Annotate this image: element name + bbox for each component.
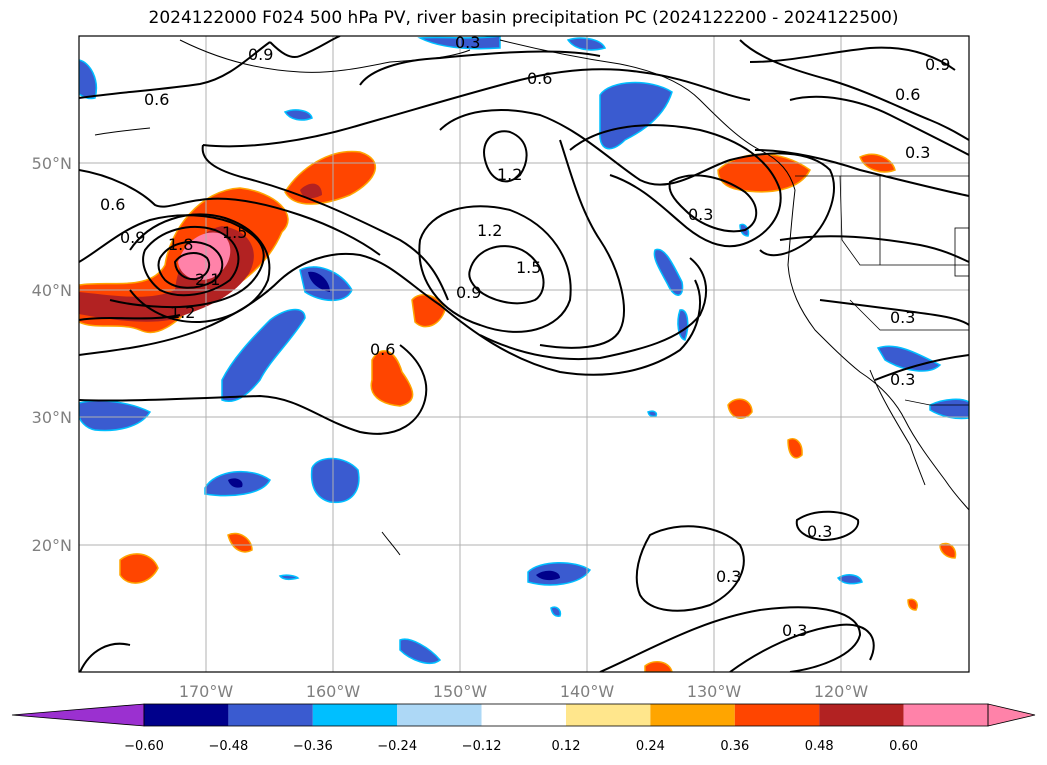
pv-label: 0.3 (455, 33, 480, 52)
pv-label: 0.9 (925, 55, 950, 74)
colorbar-tick-label: −0.12 (462, 739, 502, 754)
pv-label: 0.3 (890, 370, 915, 389)
map-frame (78, 35, 970, 673)
pv-label: 0.3 (890, 308, 915, 327)
colorbar-segment (481, 704, 566, 726)
pv-label: 0.3 (782, 621, 807, 640)
colorbar-tick-label: 0.24 (636, 739, 665, 754)
precip-blob (119, 553, 159, 584)
longitude-labels: 170°W 160°W 150°W 140°W 130°W 120°W (179, 682, 869, 701)
pv-label: 1.5 (222, 223, 247, 242)
lon-label: 170°W (179, 682, 234, 701)
precip-blob (644, 660, 673, 672)
precip-blob (599, 81, 673, 150)
colorbar-segment (228, 704, 313, 726)
colorbar-segment (734, 704, 820, 726)
lon-label: 160°W (306, 682, 361, 701)
pv-label: 0.6 (370, 340, 395, 359)
pv-label: 0.6 (527, 69, 552, 88)
lon-label: 120°W (814, 682, 869, 701)
pv-label: 0.3 (688, 205, 713, 224)
precip-blob (79, 400, 152, 432)
colorbar-segment (566, 704, 651, 726)
colorbar-segment (903, 704, 988, 726)
pv-label: 0.3 (905, 143, 930, 162)
precip-blob (370, 350, 414, 407)
precip-blob (300, 183, 322, 199)
pv-label: 0.6 (895, 85, 920, 104)
precip-blob (929, 398, 969, 420)
pv-label: 1.2 (477, 221, 502, 240)
colorbar-segment (144, 704, 229, 726)
precip-blob (228, 478, 243, 488)
colorbar-extend-low (11, 703, 145, 727)
precip-blob (399, 638, 442, 664)
colorbar-tick-label: 0.48 (805, 739, 834, 754)
colorbar-tick-label: −0.60 (124, 739, 164, 754)
lat-label: 20°N (32, 536, 72, 555)
pv-label: 1.8 (168, 235, 193, 254)
colorbar-tick-label: −0.24 (377, 739, 417, 754)
colorbar-extend-high (987, 703, 1036, 727)
map-title: 2024122000 F024 500 hPa PV, river basin … (148, 8, 899, 28)
lon-label: 130°W (687, 682, 742, 701)
map-panel: 0.9 0.6 0.6 0.6 0.9 1.8 1.5 2.1 1.2 1.2 … (79, 33, 969, 672)
pv-contour-labels: 0.9 0.6 0.6 0.6 0.9 1.8 1.5 2.1 1.2 1.2 … (100, 33, 950, 640)
colorbar-segment (312, 704, 398, 726)
pv-label: 0.3 (807, 522, 832, 541)
pv-label: 0.9 (120, 228, 145, 247)
precip-blob (550, 606, 562, 617)
precip-blob (283, 109, 313, 121)
pv-label: 0.3 (716, 567, 741, 586)
precip-blob (647, 410, 658, 418)
colorbar-segment (819, 704, 904, 726)
lon-label: 140°W (560, 682, 615, 701)
pv-contours (79, 36, 969, 672)
precip-blob (907, 598, 919, 611)
pv-label: 1.2 (170, 303, 195, 322)
colorbar-segment (650, 704, 735, 726)
graticule (79, 36, 969, 672)
precip-blob (308, 271, 330, 292)
pv-label: 1.2 (497, 165, 522, 184)
precip-blob (536, 570, 560, 581)
colorbar-tick-label: 0.36 (720, 739, 749, 754)
lon-label: 150°W (433, 682, 488, 701)
latitude-labels: 50°N 40°N 30°N 20°N (32, 154, 72, 555)
precip-blob (727, 398, 753, 419)
lat-label: 30°N (32, 408, 72, 427)
precip-blob (787, 438, 803, 459)
lat-label: 40°N (32, 281, 72, 300)
precip-blob (939, 542, 957, 559)
borders (795, 175, 969, 406)
pv-label: 2.1 (195, 270, 220, 289)
precip-blob (836, 574, 863, 585)
precip-blob (221, 308, 306, 402)
colorbar-tick-label: −0.48 (208, 739, 248, 754)
colorbar-ticks: −0.60 −0.48 −0.36 −0.24 −0.12 0.12 0.24 … (124, 739, 918, 754)
colorbar-tick-label: 0.60 (889, 739, 918, 754)
precip-blob (278, 574, 300, 581)
precip-blob (310, 457, 360, 504)
pv-label: 1.5 (516, 258, 541, 277)
precip-blob (79, 59, 97, 100)
pv-label: 0.6 (144, 90, 169, 109)
colorbar-tick-label: −0.36 (293, 739, 333, 754)
colorbar: −0.60 −0.48 −0.36 −0.24 −0.12 0.12 0.24 … (11, 703, 1036, 754)
pv-label: 0.9 (248, 45, 273, 64)
pv-label: 0.6 (100, 195, 125, 214)
precip-blob (653, 248, 684, 296)
lat-label: 50°N (32, 154, 72, 173)
pv-label: 0.9 (456, 283, 481, 302)
colorbar-segment (397, 704, 482, 726)
colorbar-tick-label: 0.12 (552, 739, 581, 754)
precip-blob (876, 345, 942, 372)
